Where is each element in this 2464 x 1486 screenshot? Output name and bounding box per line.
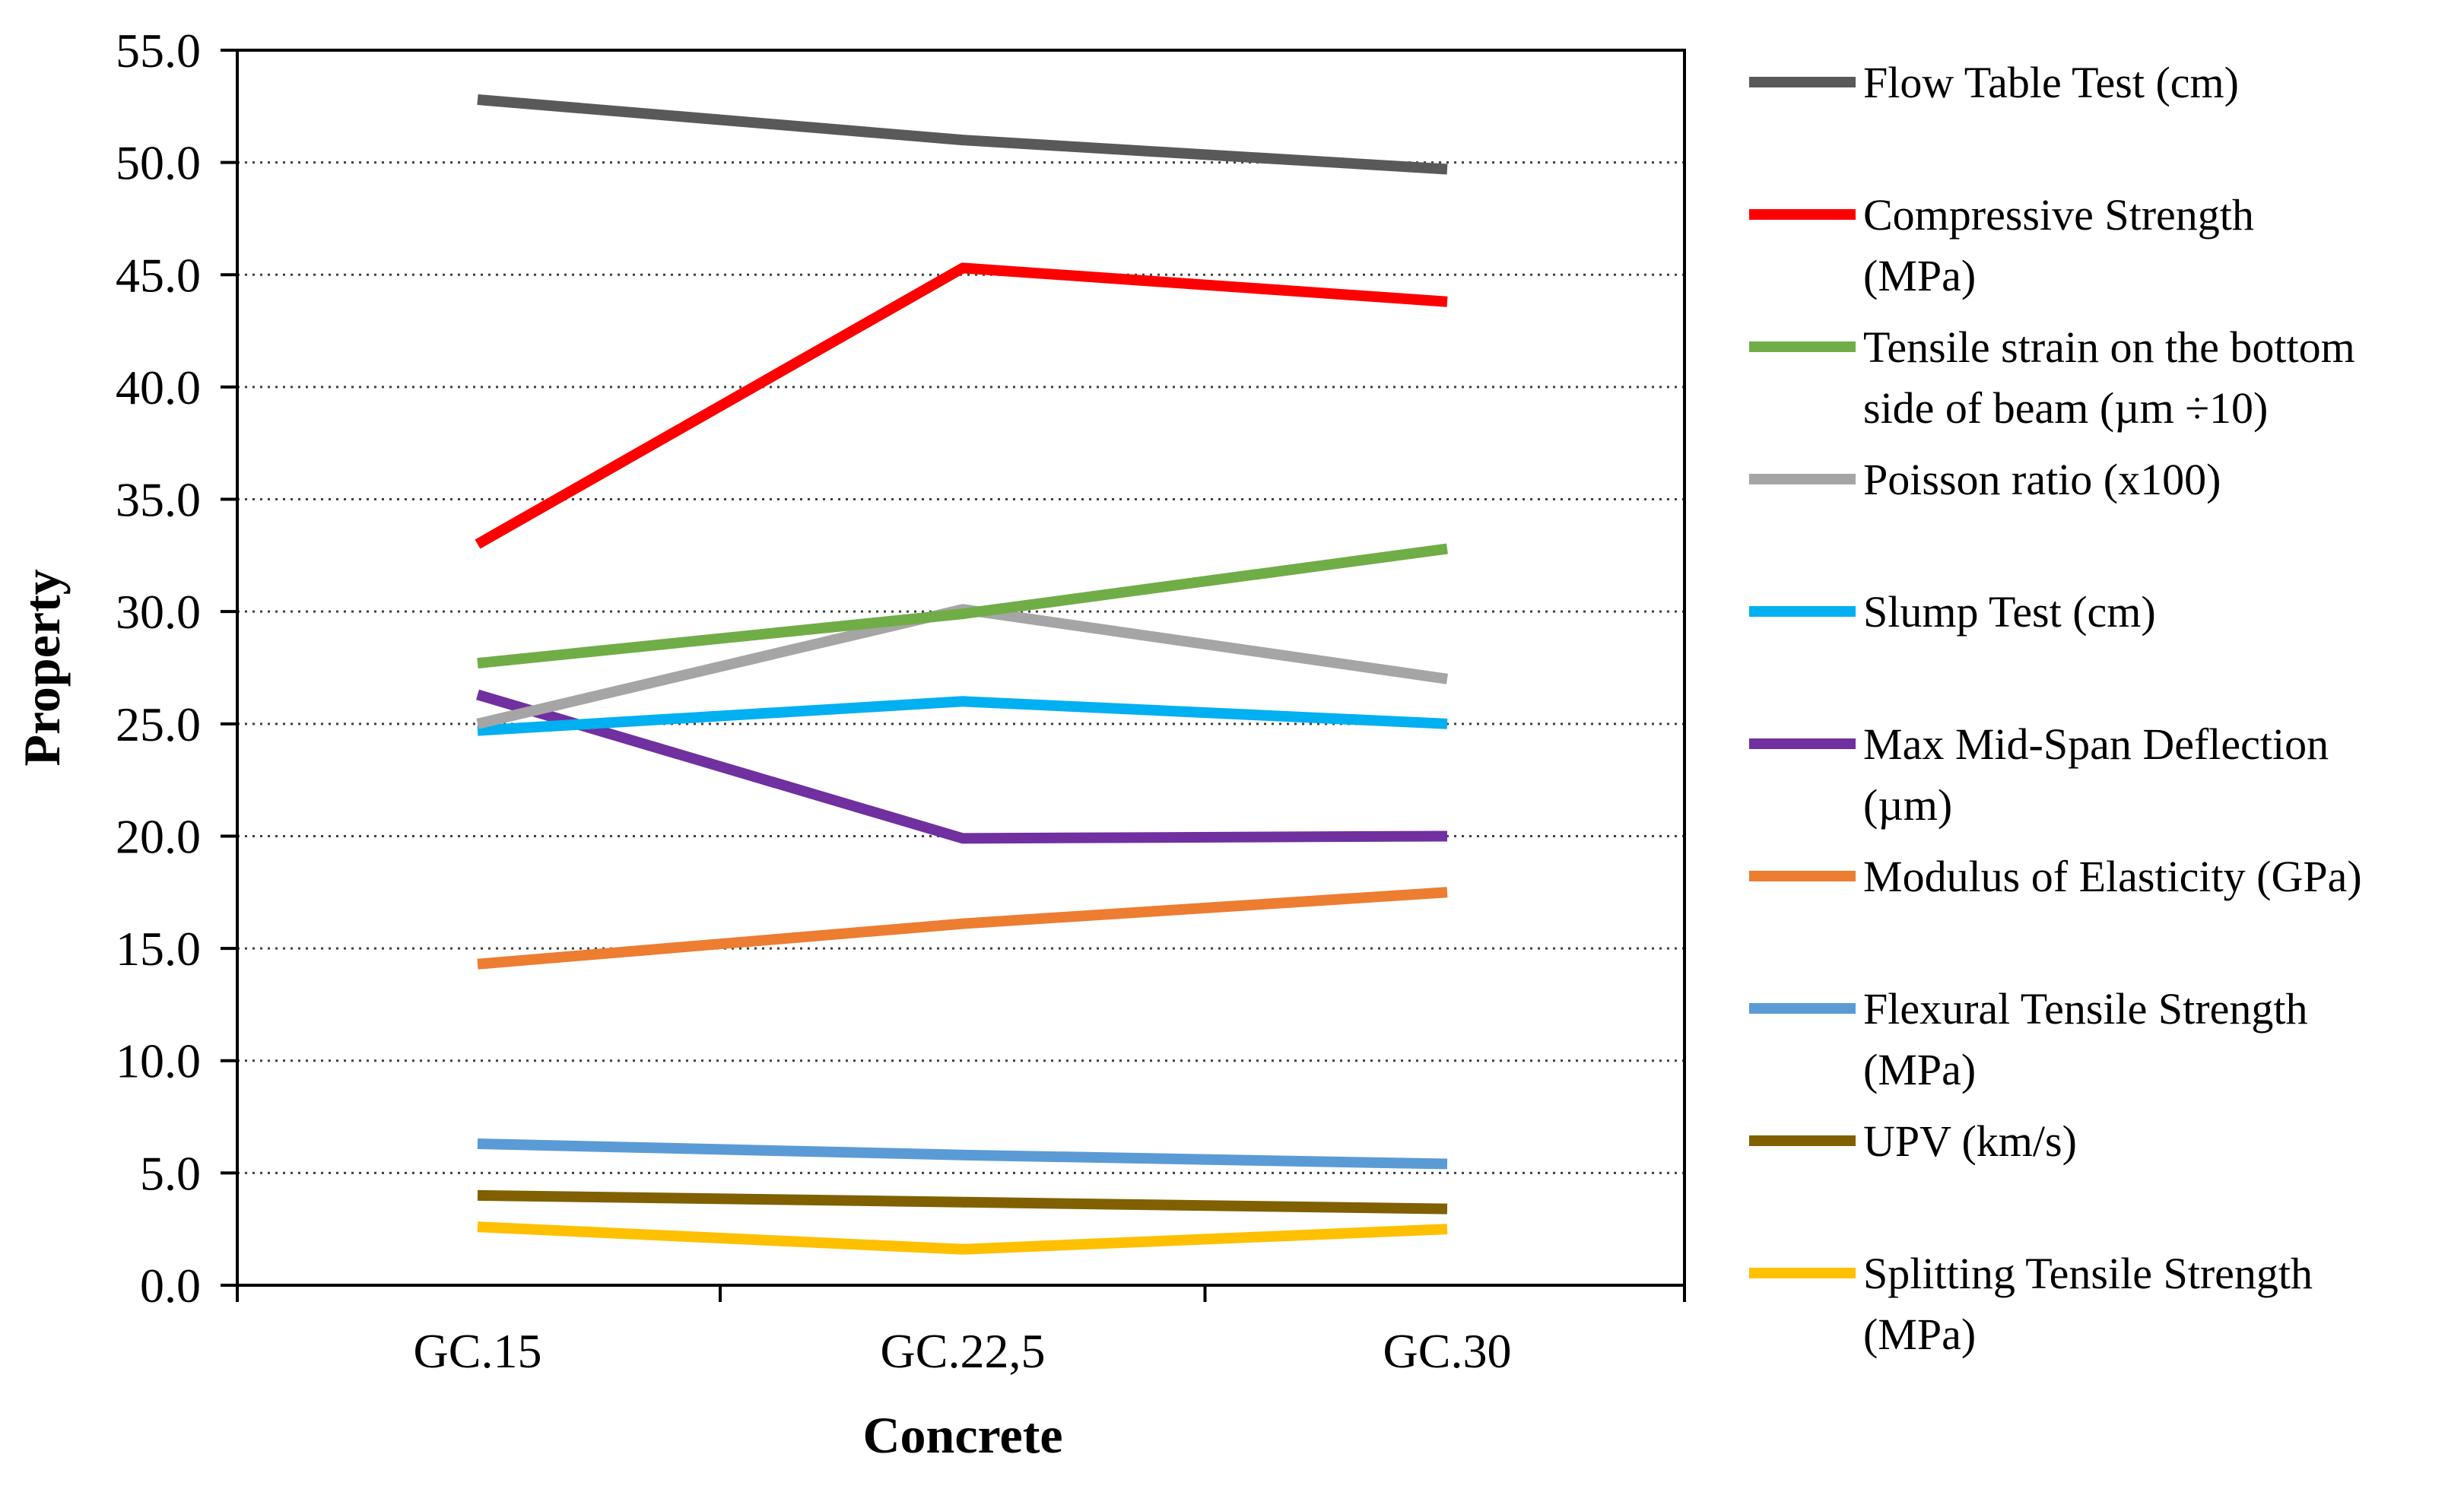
plot-border xyxy=(236,49,1686,1287)
y-tick-label: 45.0 xyxy=(116,248,201,302)
series-line xyxy=(477,696,1448,736)
legend-label: Flow Table Test (cm) xyxy=(1863,58,2239,107)
y-tick-label: 10.0 xyxy=(116,1034,201,1088)
y-tick-label: 0.0 xyxy=(140,1259,201,1313)
y-tick-label: 20.0 xyxy=(116,809,201,863)
x-tick-labels: GC.15 GC.22,5 GC.30 xyxy=(414,1324,1512,1378)
x-tick-label: GC.22,5 xyxy=(881,1324,1046,1378)
y-tick-label: 35.0 xyxy=(116,473,201,527)
y-tick-label: 50.0 xyxy=(116,136,201,190)
y-tick-labels: 0.0 5.0 10.0 15.0 20.0 25.0 30.0 35.0 40.0 45.0 50… xyxy=(116,24,201,1313)
series-line xyxy=(477,1189,1448,1215)
legend-label: Tensile strain on the bottom xyxy=(1863,322,2355,372)
legend-item: UPV (km/s) xyxy=(1749,1116,2077,1166)
legend-label: (MPa) xyxy=(1863,1045,1976,1094)
legend-label: Max Mid-Span Deflection xyxy=(1863,719,2329,769)
x-tick-label: GC.30 xyxy=(1383,1324,1512,1378)
legend-item: Compressive Strength (MPa) xyxy=(1749,190,2254,300)
legend-label: Flexural Tensile Strength xyxy=(1863,984,2307,1034)
series-line xyxy=(477,1221,1448,1255)
legend-item: Splitting Tensile Strength (MPa) xyxy=(1749,1249,2313,1359)
series-line xyxy=(477,543,1448,669)
series-line xyxy=(477,94,1448,175)
legend-item: Flow Table Test (cm) xyxy=(1749,58,2239,107)
legend-item: Poisson ratio (x100) xyxy=(1749,455,2221,504)
y-tick-label: 5.0 xyxy=(140,1146,201,1200)
y-tick-label: 15.0 xyxy=(116,922,201,976)
legend-item: Max Mid-Span Deflection (µm) xyxy=(1749,719,2329,830)
legend-item: Flexural Tensile Strength (MPa) xyxy=(1749,984,2307,1094)
series-line xyxy=(477,887,1448,970)
legend-label: (MPa) xyxy=(1863,1310,1976,1359)
y-tick-label: 55.0 xyxy=(116,24,201,78)
legend-label: Modulus of Elasticity (GPa) xyxy=(1863,852,2362,901)
axes xyxy=(221,49,1686,1302)
series-lines xyxy=(475,94,1448,1255)
legend-label: (MPa) xyxy=(1863,251,1976,300)
legend-label: Splitting Tensile Strength xyxy=(1863,1249,2313,1298)
legend: Flow Table Test (cm) Compressive Strength… xyxy=(1749,58,2362,1359)
series-line xyxy=(475,262,1448,549)
y-tick-label: 25.0 xyxy=(116,697,201,751)
legend-label: Poisson ratio (x100) xyxy=(1863,455,2221,504)
legend-label: (µm) xyxy=(1863,780,1952,830)
y-tick-label: 40.0 xyxy=(116,360,201,414)
x-axis-title: Concrete xyxy=(862,1406,1062,1464)
legend-item: Tensile strain on the bottom side of beam… xyxy=(1749,322,2355,433)
series-line xyxy=(477,1138,1448,1170)
x-tick-label: GC.15 xyxy=(414,1324,542,1378)
legend-label: Slump Test (cm) xyxy=(1863,587,2156,637)
y-tick-label: 30.0 xyxy=(116,585,201,639)
legend-label: Compressive Strength xyxy=(1863,190,2254,240)
plot-area xyxy=(221,49,1686,1302)
legend-item: Slump Test (cm) xyxy=(1749,587,2156,637)
y-axis-title: Property xyxy=(13,569,71,766)
legend-item: Modulus of Elasticity (GPa) xyxy=(1749,852,2362,901)
legend-label: UPV (km/s) xyxy=(1863,1116,2077,1166)
legend-label: side of beam (µm ÷10) xyxy=(1863,383,2268,433)
series-line xyxy=(476,689,1448,844)
